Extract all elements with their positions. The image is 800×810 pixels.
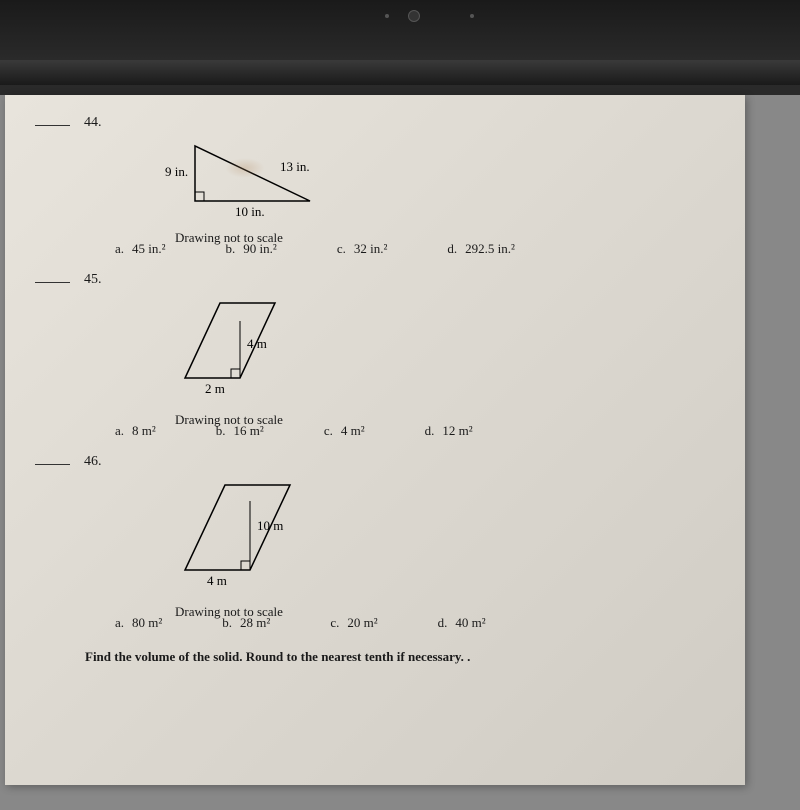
question-45: 45. 4 m 2 m Drawing not to scale a.8 m² … [35,272,715,439]
question-number: 45. [84,272,102,288]
not-to-scale-note: Drawing not to scale [175,230,715,246]
screen-reflection: 44. 9 in. 13 in. 10 in. Drawing not to s… [0,95,800,810]
keyboard-strip [0,60,800,85]
right-triangle-svg: 9 in. 13 in. 10 in. [165,136,365,226]
not-to-scale-note: Drawing not to scale [175,412,715,428]
sensor-dot [385,14,389,18]
sensor-dot [470,14,474,18]
question-number: 46. [84,454,102,470]
question-46: 46. 10 m 4 m Drawing not to scale a.80 m… [35,454,715,631]
parallelogram-diagram: 10 m 4 m Drawing not to scale [165,475,715,605]
base-label: 4 m [207,573,227,588]
base-label: 10 in. [235,204,265,219]
height-label: 4 m [247,336,267,351]
parallelogram-svg: 4 m 2 m [165,293,365,408]
answer-blank [35,125,70,126]
answer-blank [35,464,70,465]
base-label: 2 m [205,381,225,396]
answer-blank [35,282,70,283]
choice-a: a.8 m² [115,423,156,439]
volume-instruction: Find the volume of the solid. Round to t… [85,649,715,665]
height-label: 10 m [257,518,283,533]
left-side-label: 9 in. [165,164,188,179]
worksheet-paper: 44. 9 in. 13 in. 10 in. Drawing not to s… [5,95,745,785]
not-to-scale-note: Drawing not to scale [175,604,715,620]
camera-icon [408,10,420,22]
question-44: 44. 9 in. 13 in. 10 in. Drawing not to s… [35,115,715,257]
triangle-diagram: 9 in. 13 in. 10 in. Drawing not to scale [165,136,715,231]
question-number: 44. [84,115,102,131]
parallelogram-svg: 10 m 4 m [165,475,365,600]
parallelogram-diagram: 4 m 2 m Drawing not to scale [165,293,715,413]
hypotenuse-label: 13 in. [280,159,310,174]
device-bezel-top [0,0,800,60]
choice-a: a.45 in.² [115,241,166,257]
choice-a: a.80 m² [115,615,162,631]
